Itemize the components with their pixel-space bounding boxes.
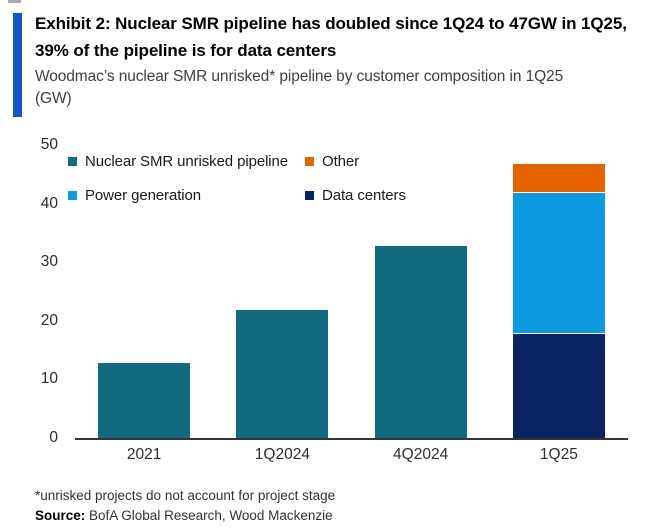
legend-label: Nuclear SMR unrisked pipeline bbox=[85, 153, 289, 170]
source-line: Source: BofA Global Research, Wood Macke… bbox=[35, 506, 635, 526]
exhibit-header: Exhibit 2: Nuclear SMR pipeline has doub… bbox=[13, 10, 653, 117]
x-axis-labels: 2021 1Q2024 4Q2024 1Q25 bbox=[75, 446, 628, 464]
exhibit-title: Exhibit 2: Nuclear SMR pipeline has doub… bbox=[35, 14, 627, 61]
bar-4Q2024 bbox=[374, 244, 467, 438]
bar-2021 bbox=[98, 361, 191, 438]
x-tick-label: 1Q2024 bbox=[254, 446, 310, 463]
legend-swatch-icon bbox=[305, 157, 314, 166]
exhibit-footer: *unrisked projects do not account for pr… bbox=[35, 486, 635, 527]
y-tick-label: 40 bbox=[40, 194, 58, 212]
bar-segment bbox=[98, 361, 191, 438]
bar-segment bbox=[512, 332, 605, 438]
y-tick-label: 20 bbox=[40, 311, 58, 329]
top-edge-artifact bbox=[8, 0, 21, 3]
y-tick-label: 10 bbox=[40, 370, 58, 388]
plot-area bbox=[75, 145, 628, 438]
bar-segment bbox=[512, 162, 605, 192]
y-tick-label: 0 bbox=[49, 429, 58, 446]
legend-item: Data centers bbox=[305, 187, 406, 204]
bar-1Q25 bbox=[512, 162, 605, 438]
chart-legend: Nuclear SMR unrisked pipeline Other Power … bbox=[68, 153, 406, 204]
bar-slot-2021 bbox=[75, 145, 213, 438]
accent-bar bbox=[13, 13, 22, 117]
bar-segment bbox=[512, 191, 605, 333]
x-tick-label: 4Q2024 bbox=[393, 446, 449, 463]
source-label: Source: bbox=[35, 508, 86, 524]
x-tick-label: 2021 bbox=[126, 446, 162, 463]
bar-slot-4Q2024 bbox=[352, 145, 490, 438]
bar-segment bbox=[374, 244, 467, 438]
x-tick-label: 1Q25 bbox=[539, 446, 578, 463]
bar-segment bbox=[236, 309, 329, 438]
exhibit-subtitle: Woodmac’s nuclear SMR unrisked* pipeline… bbox=[35, 68, 564, 107]
bar-chart: 0 10 20 30 40 50 2021 1Q2024 4Q2024 1Q25 Nuclear… bbox=[0, 136, 660, 475]
y-tick-label: 30 bbox=[40, 253, 58, 271]
bar-slot-1Q2024 bbox=[213, 145, 351, 438]
legend-item: Power generation bbox=[68, 187, 305, 204]
source-text: BofA Global Research, Wood Mackenzie bbox=[85, 508, 333, 524]
legend-item: Other bbox=[305, 153, 406, 170]
legend-swatch-icon bbox=[68, 191, 77, 200]
bar-1Q2024 bbox=[236, 309, 329, 438]
legend-label: Power generation bbox=[85, 187, 201, 204]
bar-slot-1Q25 bbox=[490, 145, 628, 438]
legend-item: Nuclear SMR unrisked pipeline bbox=[68, 153, 305, 170]
x-axis-line bbox=[75, 438, 628, 440]
legend-label: Data centers bbox=[322, 187, 406, 204]
legend-swatch-icon bbox=[305, 191, 314, 200]
footnote: *unrisked projects do not account for pr… bbox=[35, 488, 336, 503]
y-tick-label: 50 bbox=[40, 136, 58, 153]
legend-label: Other bbox=[322, 153, 360, 170]
legend-swatch-icon bbox=[68, 157, 77, 166]
